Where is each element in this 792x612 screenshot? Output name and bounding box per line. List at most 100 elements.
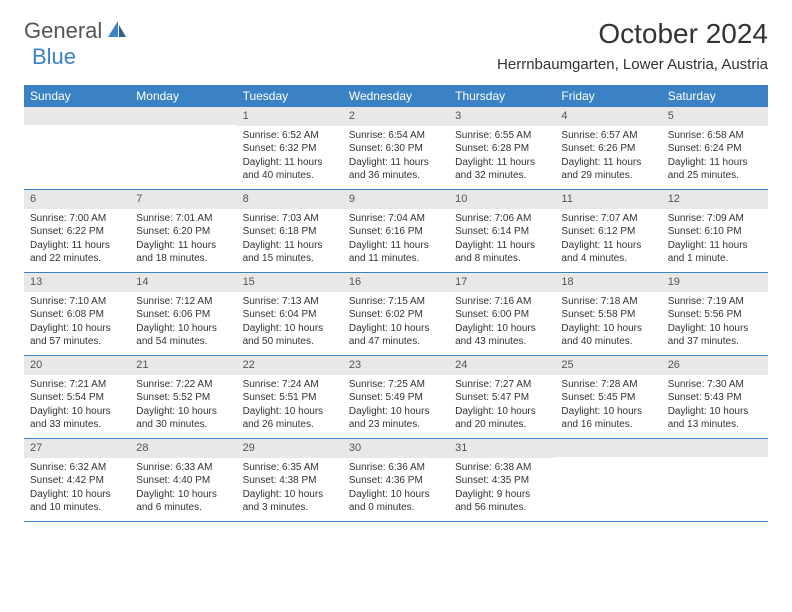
- sunset-text: Sunset: 5:49 PM: [349, 391, 443, 405]
- day-cell: 19Sunrise: 7:19 AMSunset: 5:56 PMDayligh…: [662, 273, 768, 355]
- day-body: Sunrise: 7:24 AMSunset: 5:51 PMDaylight:…: [237, 375, 343, 435]
- day-cell: 2Sunrise: 6:54 AMSunset: 6:30 PMDaylight…: [343, 107, 449, 189]
- daylight-text: Daylight: 10 hours and 23 minutes.: [349, 405, 443, 432]
- daylight-text: Daylight: 10 hours and 57 minutes.: [30, 322, 124, 349]
- day-number: 2: [343, 107, 449, 126]
- weekday-saturday: Saturday: [662, 85, 768, 107]
- weekday-thursday: Thursday: [449, 85, 555, 107]
- daylight-text: Daylight: 10 hours and 33 minutes.: [30, 405, 124, 432]
- day-body: Sunrise: 7:12 AMSunset: 6:06 PMDaylight:…: [130, 292, 236, 352]
- daylight-text: Daylight: 11 hours and 1 minute.: [668, 239, 762, 266]
- day-cell: 14Sunrise: 7:12 AMSunset: 6:06 PMDayligh…: [130, 273, 236, 355]
- sunset-text: Sunset: 6:20 PM: [136, 225, 230, 239]
- sunrise-text: Sunrise: 7:15 AM: [349, 295, 443, 309]
- day-body: Sunrise: 6:52 AMSunset: 6:32 PMDaylight:…: [237, 126, 343, 186]
- day-body: Sunrise: 7:06 AMSunset: 6:14 PMDaylight:…: [449, 209, 555, 269]
- day-body: Sunrise: 7:07 AMSunset: 6:12 PMDaylight:…: [555, 209, 661, 269]
- day-number: 30: [343, 439, 449, 458]
- sunset-text: Sunset: 5:58 PM: [561, 308, 655, 322]
- daylight-text: Daylight: 11 hours and 11 minutes.: [349, 239, 443, 266]
- sunset-text: Sunset: 6:06 PM: [136, 308, 230, 322]
- week-row: 6Sunrise: 7:00 AMSunset: 6:22 PMDaylight…: [24, 190, 768, 273]
- day-cell: 23Sunrise: 7:25 AMSunset: 5:49 PMDayligh…: [343, 356, 449, 438]
- day-number: 4: [555, 107, 661, 126]
- sunrise-text: Sunrise: 7:04 AM: [349, 212, 443, 226]
- daylight-text: Daylight: 11 hours and 8 minutes.: [455, 239, 549, 266]
- daylight-text: Daylight: 11 hours and 32 minutes.: [455, 156, 549, 183]
- weekday-tuesday: Tuesday: [237, 85, 343, 107]
- daylight-text: Daylight: 11 hours and 18 minutes.: [136, 239, 230, 266]
- sunset-text: Sunset: 6:22 PM: [30, 225, 124, 239]
- sunrise-text: Sunrise: 7:12 AM: [136, 295, 230, 309]
- day-body: Sunrise: 7:15 AMSunset: 6:02 PMDaylight:…: [343, 292, 449, 352]
- daylight-text: Daylight: 10 hours and 16 minutes.: [561, 405, 655, 432]
- day-body: Sunrise: 6:32 AMSunset: 4:42 PMDaylight:…: [24, 458, 130, 518]
- day-body: Sunrise: 7:30 AMSunset: 5:43 PMDaylight:…: [662, 375, 768, 435]
- day-body: Sunrise: 7:28 AMSunset: 5:45 PMDaylight:…: [555, 375, 661, 435]
- weekday-header-row: SundayMondayTuesdayWednesdayThursdayFrid…: [24, 85, 768, 107]
- day-body: Sunrise: 7:13 AMSunset: 6:04 PMDaylight:…: [237, 292, 343, 352]
- sunset-text: Sunset: 6:10 PM: [668, 225, 762, 239]
- day-number: 19: [662, 273, 768, 292]
- sunset-text: Sunset: 4:42 PM: [30, 474, 124, 488]
- day-number: 24: [449, 356, 555, 375]
- sunset-text: Sunset: 6:00 PM: [455, 308, 549, 322]
- week-row: 20Sunrise: 7:21 AMSunset: 5:54 PMDayligh…: [24, 356, 768, 439]
- daylight-text: Daylight: 10 hours and 54 minutes.: [136, 322, 230, 349]
- weekday-monday: Monday: [130, 85, 236, 107]
- daylight-text: Daylight: 10 hours and 50 minutes.: [243, 322, 337, 349]
- day-number: 23: [343, 356, 449, 375]
- daylight-text: Daylight: 10 hours and 13 minutes.: [668, 405, 762, 432]
- day-body: Sunrise: 7:27 AMSunset: 5:47 PMDaylight:…: [449, 375, 555, 435]
- sunrise-text: Sunrise: 6:54 AM: [349, 129, 443, 143]
- location: Herrnbaumgarten, Lower Austria, Austria: [497, 56, 768, 73]
- logo: General: [24, 18, 130, 44]
- daylight-text: Daylight: 11 hours and 25 minutes.: [668, 156, 762, 183]
- day-number: 1: [237, 107, 343, 126]
- sunrise-text: Sunrise: 7:18 AM: [561, 295, 655, 309]
- week-row: 13Sunrise: 7:10 AMSunset: 6:08 PMDayligh…: [24, 273, 768, 356]
- daylight-text: Daylight: 10 hours and 0 minutes.: [349, 488, 443, 515]
- sunrise-text: Sunrise: 7:30 AM: [668, 378, 762, 392]
- day-cell: 20Sunrise: 7:21 AMSunset: 5:54 PMDayligh…: [24, 356, 130, 438]
- sunrise-text: Sunrise: 7:09 AM: [668, 212, 762, 226]
- sunset-text: Sunset: 6:18 PM: [243, 225, 337, 239]
- day-number: 10: [449, 190, 555, 209]
- day-cell: 21Sunrise: 7:22 AMSunset: 5:52 PMDayligh…: [130, 356, 236, 438]
- day-number: 9: [343, 190, 449, 209]
- day-cell: 9Sunrise: 7:04 AMSunset: 6:16 PMDaylight…: [343, 190, 449, 272]
- day-cell: 17Sunrise: 7:16 AMSunset: 6:00 PMDayligh…: [449, 273, 555, 355]
- weekday-sunday: Sunday: [24, 85, 130, 107]
- calendar: SundayMondayTuesdayWednesdayThursdayFrid…: [24, 85, 768, 522]
- logo-text-1: General: [24, 18, 102, 44]
- day-number: 14: [130, 273, 236, 292]
- day-number: 21: [130, 356, 236, 375]
- sunrise-text: Sunrise: 6:38 AM: [455, 461, 549, 475]
- sunset-text: Sunset: 6:32 PM: [243, 142, 337, 156]
- sunset-text: Sunset: 5:52 PM: [136, 391, 230, 405]
- daylight-text: Daylight: 11 hours and 29 minutes.: [561, 156, 655, 183]
- sunset-text: Sunset: 4:35 PM: [455, 474, 549, 488]
- day-cell: 31Sunrise: 6:38 AMSunset: 4:35 PMDayligh…: [449, 439, 555, 521]
- month-title: October 2024: [497, 18, 768, 50]
- day-cell: 15Sunrise: 7:13 AMSunset: 6:04 PMDayligh…: [237, 273, 343, 355]
- day-number: 22: [237, 356, 343, 375]
- sunrise-text: Sunrise: 7:00 AM: [30, 212, 124, 226]
- sunrise-text: Sunrise: 6:33 AM: [136, 461, 230, 475]
- sunrise-text: Sunrise: 6:52 AM: [243, 129, 337, 143]
- sunrise-text: Sunrise: 7:16 AM: [455, 295, 549, 309]
- sunrise-text: Sunrise: 7:27 AM: [455, 378, 549, 392]
- sunrise-text: Sunrise: 7:03 AM: [243, 212, 337, 226]
- sunrise-text: Sunrise: 7:28 AM: [561, 378, 655, 392]
- day-cell: 18Sunrise: 7:18 AMSunset: 5:58 PMDayligh…: [555, 273, 661, 355]
- day-body: Sunrise: 6:55 AMSunset: 6:28 PMDaylight:…: [449, 126, 555, 186]
- day-body: Sunrise: 7:19 AMSunset: 5:56 PMDaylight:…: [662, 292, 768, 352]
- sunrise-text: Sunrise: 7:01 AM: [136, 212, 230, 226]
- day-body: Sunrise: 7:25 AMSunset: 5:49 PMDaylight:…: [343, 375, 449, 435]
- weeks-container: 1Sunrise: 6:52 AMSunset: 6:32 PMDaylight…: [24, 107, 768, 522]
- sunset-text: Sunset: 6:30 PM: [349, 142, 443, 156]
- day-body: Sunrise: 6:35 AMSunset: 4:38 PMDaylight:…: [237, 458, 343, 518]
- day-number: 29: [237, 439, 343, 458]
- day-cell: [130, 107, 236, 189]
- day-cell: 25Sunrise: 7:28 AMSunset: 5:45 PMDayligh…: [555, 356, 661, 438]
